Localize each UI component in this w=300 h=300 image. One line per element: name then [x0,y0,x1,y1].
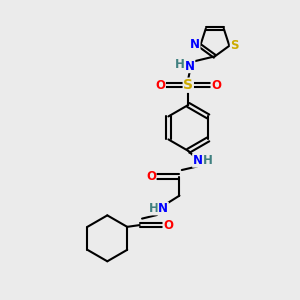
Text: N: N [185,60,195,73]
Text: H: H [203,154,213,167]
Text: S: S [183,78,193,92]
Text: N: N [190,38,200,51]
Text: O: O [146,170,156,183]
Text: S: S [230,39,239,52]
Text: N: N [193,154,203,167]
Text: O: O [163,219,173,232]
Text: H: H [175,58,185,71]
Text: H: H [149,202,159,215]
Text: O: O [211,79,221,92]
Text: N: N [158,202,168,215]
Text: O: O [155,79,165,92]
